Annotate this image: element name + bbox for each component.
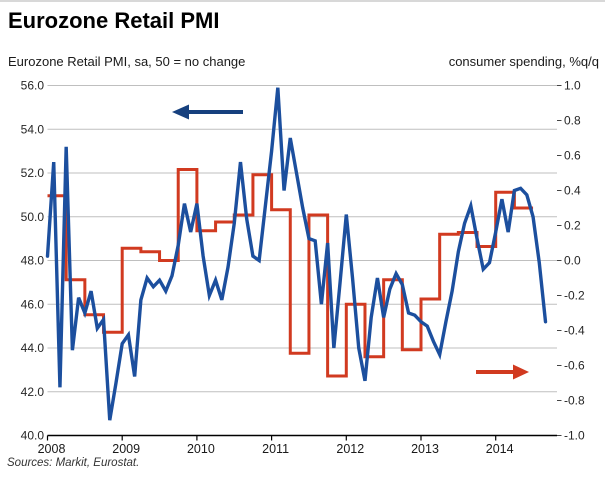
- right-axis-tick-label: 0.4: [564, 184, 581, 198]
- spending-right-arrow-head-icon: [513, 364, 529, 380]
- left-axis-tick-label: 44.0: [21, 341, 45, 355]
- right-axis-tick-label: 0.2: [564, 219, 581, 233]
- chart-title: Eurozone Retail PMI: [8, 8, 220, 33]
- right-axis-subtitle: consumer spending, %q/q: [448, 54, 599, 69]
- right-axis-tick-label: 1.0: [564, 79, 581, 93]
- pmi-line: [45, 87, 548, 421]
- left-axis-tick-label: 40.0: [21, 429, 45, 443]
- x-axis-year-label: 2013: [411, 442, 439, 456]
- left-axis-tick-label: 50.0: [21, 210, 45, 224]
- right-axis-tick-label: -0.2: [564, 289, 585, 303]
- x-axis-year-label: 2009: [112, 442, 140, 456]
- source-note: Sources: Markit, Eurostat.: [7, 457, 140, 469]
- left-axis-tick-label: 48.0: [21, 254, 45, 268]
- left-axis-tick-label: 42.0: [21, 385, 45, 399]
- right-axis-tick-label: 0.8: [564, 114, 581, 128]
- left-axis-subtitle: Eurozone Retail PMI, sa, 50 = no change: [8, 54, 246, 69]
- x-axis-year-label: 2011: [262, 442, 289, 456]
- right-axis-tick-label: -1.0: [564, 429, 585, 443]
- right-axis-tick-label: -0.4: [564, 324, 585, 338]
- left-axis-tick-label: 52.0: [21, 166, 45, 180]
- left-axis-tick-label: 56.0: [21, 79, 45, 93]
- x-axis-year-label: 2012: [336, 442, 364, 456]
- x-axis-year-label: 2014: [486, 442, 514, 456]
- right-axis-tick-label: -0.8: [564, 394, 585, 408]
- left-axis-tick-label: 46.0: [21, 297, 45, 311]
- left-axis-tick-label: 54.0: [21, 122, 45, 136]
- right-axis-tick-label: 0.0: [564, 254, 581, 268]
- right-axis-tick-label: -0.6: [564, 359, 585, 373]
- consumer-spending-line: [47, 168, 534, 378]
- right-axis-tick-label: 0.6: [564, 149, 581, 163]
- x-axis-year-label: 2010: [187, 442, 215, 456]
- x-axis-year-label: 2008: [38, 442, 66, 456]
- pmi-left-arrow-head-icon: [172, 104, 189, 120]
